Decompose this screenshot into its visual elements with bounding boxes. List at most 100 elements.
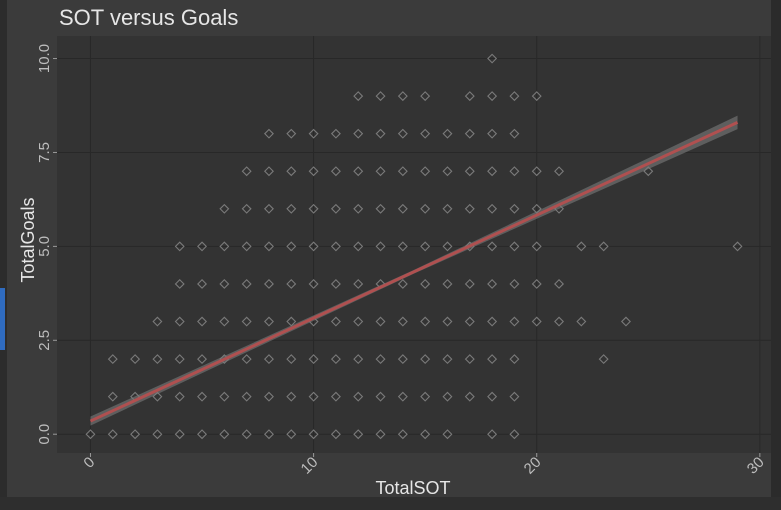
data-point xyxy=(464,166,475,177)
y-axis-title: TotalGoals xyxy=(18,197,38,282)
data-point xyxy=(219,241,230,252)
data-point xyxy=(509,128,520,139)
data-point xyxy=(263,391,274,402)
data-point xyxy=(263,128,274,139)
bottom-panel-edge xyxy=(0,497,781,510)
data-point xyxy=(308,166,319,177)
data-point xyxy=(487,128,498,139)
data-point xyxy=(152,316,163,327)
data-point xyxy=(420,91,431,102)
right-panel-edge xyxy=(771,0,781,510)
data-point xyxy=(487,203,498,214)
regression-line xyxy=(89,121,739,423)
data-point xyxy=(152,391,163,402)
data-point xyxy=(263,203,274,214)
data-point xyxy=(531,166,542,177)
data-point xyxy=(353,429,364,440)
y-tick-label: 10.0 xyxy=(36,44,53,73)
data-point xyxy=(286,316,297,327)
data-point xyxy=(330,316,341,327)
data-point xyxy=(420,429,431,440)
scatter-chart: SOT versus Goals 0 10 20 30 0.0 2.5 5.0 7.5 10.… xyxy=(18,5,771,497)
y-tick-label: 0.0 xyxy=(36,424,53,445)
data-point xyxy=(487,241,498,252)
data-point xyxy=(442,203,453,214)
data-point xyxy=(375,391,386,402)
data-point xyxy=(620,316,631,327)
x-axis-ticks: 0 10 20 30 xyxy=(80,453,768,478)
data-point xyxy=(308,354,319,365)
data-point xyxy=(330,278,341,289)
gridlines xyxy=(57,36,771,453)
data-point xyxy=(554,316,565,327)
x-tick-label: 10 xyxy=(298,454,322,478)
data-point xyxy=(420,391,431,402)
data-point xyxy=(353,278,364,289)
data-point xyxy=(330,391,341,402)
data-point xyxy=(197,316,208,327)
data-point xyxy=(241,391,252,402)
data-point xyxy=(531,316,542,327)
data-point xyxy=(509,316,520,327)
data-point xyxy=(263,241,274,252)
data-point xyxy=(353,128,364,139)
data-point xyxy=(487,166,498,177)
data-point xyxy=(174,241,185,252)
data-point xyxy=(464,203,475,214)
data-point xyxy=(130,354,141,365)
data-point xyxy=(442,278,453,289)
data-point xyxy=(174,316,185,327)
data-point xyxy=(576,316,587,327)
data-point xyxy=(464,278,475,289)
data-point xyxy=(241,241,252,252)
data-point xyxy=(375,203,386,214)
data-point xyxy=(531,203,542,214)
data-point xyxy=(286,203,297,214)
data-point xyxy=(509,241,520,252)
data-point xyxy=(152,354,163,365)
data-point xyxy=(375,241,386,252)
data-point xyxy=(375,166,386,177)
data-point xyxy=(598,241,609,252)
data-point xyxy=(397,429,408,440)
x-axis-title: TotalSOT xyxy=(375,478,450,497)
data-point xyxy=(152,429,163,440)
data-point xyxy=(353,203,364,214)
y-tick-label: 2.5 xyxy=(36,330,53,351)
data-point xyxy=(397,203,408,214)
data-point xyxy=(241,429,252,440)
data-point xyxy=(509,354,520,365)
data-point xyxy=(420,316,431,327)
data-point xyxy=(576,241,587,252)
data-point xyxy=(85,429,96,440)
left-panel-edge xyxy=(0,0,7,510)
data-point xyxy=(487,53,498,64)
data-point xyxy=(286,354,297,365)
data-point xyxy=(241,203,252,214)
data-point xyxy=(442,429,453,440)
data-point xyxy=(353,241,364,252)
data-point xyxy=(241,316,252,327)
data-point xyxy=(509,391,520,402)
data-point xyxy=(286,278,297,289)
chart-title: SOT versus Goals xyxy=(59,5,238,30)
data-point xyxy=(353,166,364,177)
data-point xyxy=(174,278,185,289)
data-point xyxy=(330,241,341,252)
data-point xyxy=(107,354,118,365)
data-point xyxy=(330,354,341,365)
left-panel-accent xyxy=(0,288,5,350)
data-point xyxy=(353,354,364,365)
data-point xyxy=(286,128,297,139)
data-point xyxy=(464,91,475,102)
data-point xyxy=(330,203,341,214)
data-point xyxy=(509,91,520,102)
data-point xyxy=(397,166,408,177)
data-point xyxy=(241,166,252,177)
data-point xyxy=(509,203,520,214)
data-point xyxy=(598,354,609,365)
data-point xyxy=(420,278,431,289)
data-point xyxy=(554,278,565,289)
data-point xyxy=(330,166,341,177)
data-point xyxy=(308,241,319,252)
